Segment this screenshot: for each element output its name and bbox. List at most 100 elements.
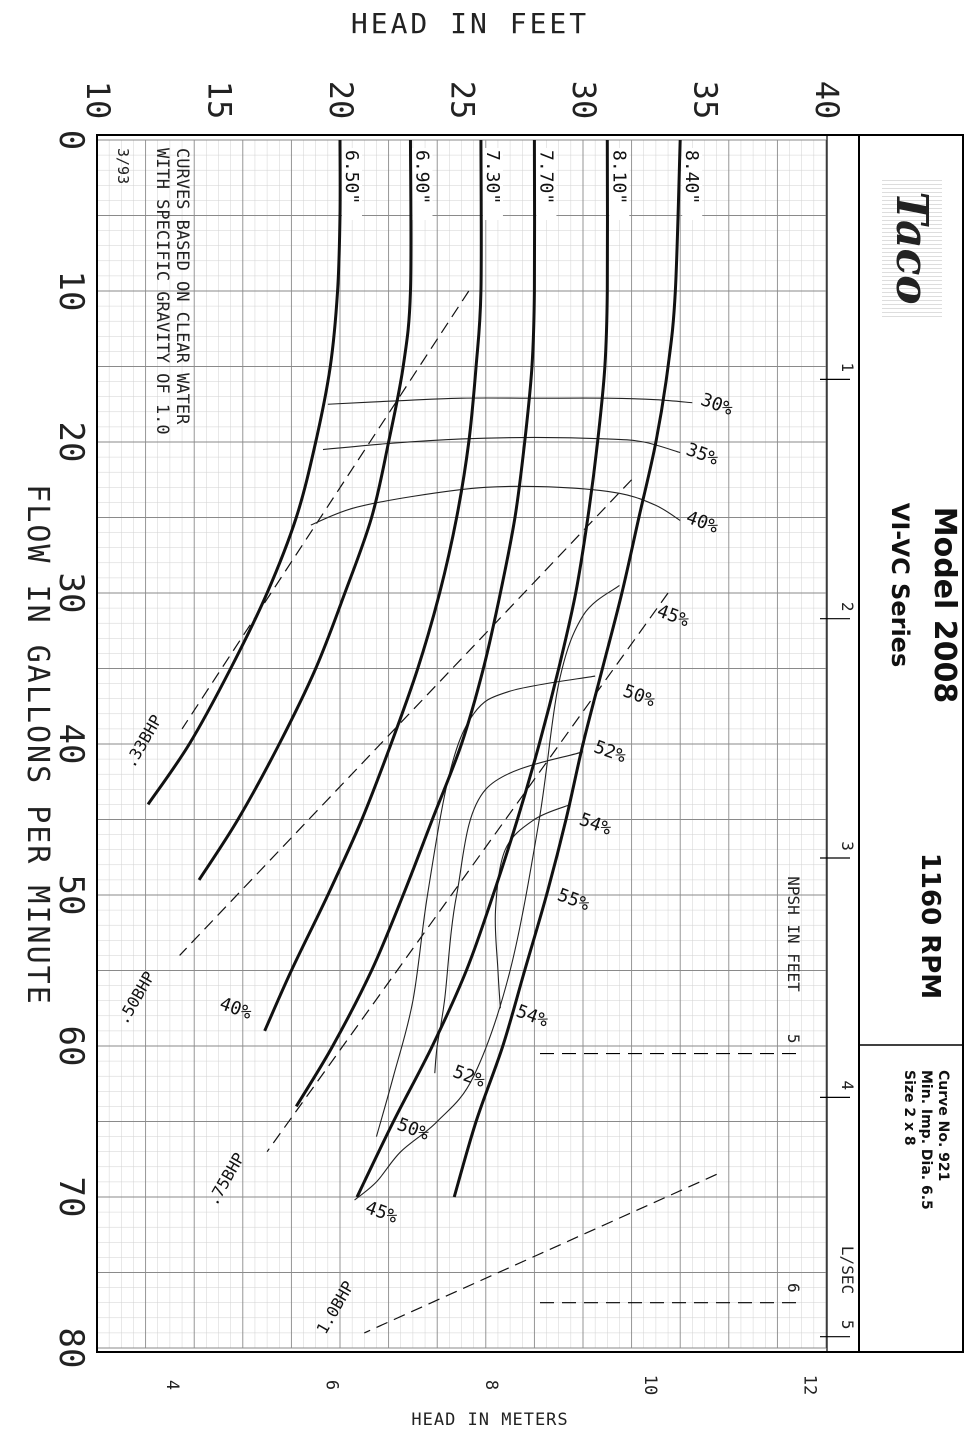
grid-major: [96, 139, 827, 1349]
x-tick-labels: 0 10 20 30 40 50 60 70 80: [51, 130, 91, 1369]
svg-text:6: 6: [784, 1283, 803, 1293]
lsec-axis-label: L/SEC: [838, 1246, 857, 1294]
svg-text:45%: 45%: [654, 601, 692, 632]
efficiency-label-6: 54%: [576, 809, 614, 840]
svg-text:45%: 45%: [363, 1197, 401, 1228]
efficiency-label-0: 30%: [698, 389, 736, 420]
efficiency-curve-6: [494, 803, 572, 1009]
x-tick-70: 70: [51, 1177, 91, 1218]
efficiency-label-10: 50%: [394, 1114, 432, 1145]
y-tick-35: 35: [687, 81, 725, 120]
x-tick-0: 0: [51, 130, 91, 150]
hp-line-2: [266, 592, 669, 1153]
svg-text:.75BHP: .75BHP: [203, 1149, 248, 1209]
impeller-curves: 6.50" 6.90" 7.30" 7.70" 8.10" 8.40": [146, 139, 703, 1198]
hp-label-2: .75BHP: [203, 1149, 248, 1209]
x-tick-20: 20: [51, 422, 91, 463]
efficiency-label-3: 45%: [654, 601, 692, 632]
y-axis-title: HEAD IN FEET: [351, 7, 589, 40]
npsh-ticks: 56: [540, 1034, 803, 1304]
hp-label-1: .50BHP: [113, 968, 158, 1028]
y-tick-labels: 10 15 20 25 30 35 40: [79, 81, 846, 120]
y-tick-20: 20: [322, 81, 360, 120]
x-tick-60: 60: [51, 1026, 91, 1067]
hp-line-3: [364, 1173, 717, 1334]
x-tick-80: 80: [51, 1328, 91, 1369]
svg-text:35%: 35%: [683, 439, 721, 470]
efficiency-label-11: 45%: [363, 1197, 401, 1228]
efficiency-label-2: 40%: [683, 507, 721, 538]
y-tick-10: 10: [79, 81, 117, 120]
svg-text:25: 25: [444, 81, 482, 120]
svg-text:35: 35: [687, 81, 725, 120]
svg-text:40: 40: [51, 724, 91, 765]
svg-text:40: 40: [808, 81, 846, 120]
svg-text:50: 50: [51, 875, 91, 916]
impeller-label-2: 7.30": [482, 148, 503, 220]
svg-text:4: 4: [162, 1380, 182, 1390]
svg-text:1: 1: [838, 363, 857, 373]
y2-tick-12: 12: [800, 1375, 820, 1395]
y-tick-15: 15: [201, 81, 239, 120]
plot-frame: [96, 134, 860, 1353]
svg-text:6.90": 6.90": [411, 150, 432, 204]
svg-text:50%: 50%: [394, 1114, 432, 1145]
svg-text:40%: 40%: [683, 507, 721, 538]
svg-text:8: 8: [481, 1380, 501, 1390]
y2-axis-title: HEAD IN METERS: [411, 1410, 568, 1430]
svg-text:10: 10: [51, 271, 91, 312]
taco-logo: Taco: [886, 191, 937, 304]
hp-line-1: [179, 479, 633, 956]
lsec-tick-1: 1: [838, 363, 857, 373]
efficiency-label-7: 55%: [555, 884, 593, 915]
svg-text:15: 15: [201, 81, 239, 120]
svg-text:8.10": 8.10": [608, 150, 629, 204]
npsh-tick-5: 5: [784, 1034, 803, 1044]
svg-text:54%: 54%: [513, 1001, 551, 1032]
y2-tick-10: 10: [640, 1375, 660, 1395]
y2-tick-labels: 4 6 8 10 12: [162, 1375, 820, 1395]
svg-text:2: 2: [838, 602, 857, 612]
svg-text:20: 20: [322, 81, 360, 120]
impeller-label-0: 6.50": [341, 148, 362, 220]
svg-text:4: 4: [838, 1081, 857, 1091]
lsec-ticks: 1 2 3 4 5: [820, 363, 857, 1338]
svg-text:0: 0: [51, 130, 91, 150]
svg-text:30: 30: [51, 573, 91, 614]
efficiency-curve-4: [375, 675, 596, 1137]
svg-text:40%: 40%: [217, 993, 255, 1024]
rpm-label: 1160 RPM: [915, 853, 945, 999]
efficiency-label-5: 52%: [591, 737, 629, 768]
svg-text:5: 5: [784, 1034, 803, 1044]
svg-text:70: 70: [51, 1177, 91, 1218]
svg-text:6: 6: [321, 1380, 341, 1390]
hp-lines: .33BHP .50BHP .75BHP 1.0BHP: [113, 290, 717, 1338]
efficiency-label-12: 40%: [217, 993, 255, 1024]
svg-text:1.0BHP: 1.0BHP: [313, 1278, 358, 1338]
curve-number: Curve No. 921: [935, 1070, 951, 1181]
efficiency-curve-2: [310, 485, 681, 526]
hp-line-0: [181, 290, 470, 730]
x-tick-30: 30: [51, 573, 91, 614]
x-tick-40: 40: [51, 724, 91, 765]
efficiency-curves: [310, 397, 693, 1201]
y2-tick-6: 6: [321, 1380, 341, 1390]
efficiency-curve-5: [434, 751, 584, 1074]
impeller-curve-0: [146, 139, 342, 806]
svg-text:10: 10: [640, 1375, 660, 1395]
series-title: VI-VC Series: [886, 503, 914, 667]
svg-text:20: 20: [51, 422, 91, 463]
svg-text:54%: 54%: [576, 809, 614, 840]
svg-text:52%: 52%: [591, 737, 629, 768]
impeller-curve-5: [452, 139, 682, 1198]
curve-note-line-1: CURVES BASED ON CLEAR WATER: [172, 148, 192, 425]
svg-text:7.70": 7.70": [535, 150, 556, 204]
svg-text:.50BHP: .50BHP: [113, 968, 158, 1028]
impeller-curve-3: [294, 139, 537, 1108]
svg-text:12: 12: [800, 1375, 820, 1395]
svg-text:10: 10: [79, 81, 117, 120]
x-tick-50: 50: [51, 875, 91, 916]
impeller-label-5: 8.40": [681, 148, 703, 220]
svg-text:52%: 52%: [450, 1061, 488, 1092]
